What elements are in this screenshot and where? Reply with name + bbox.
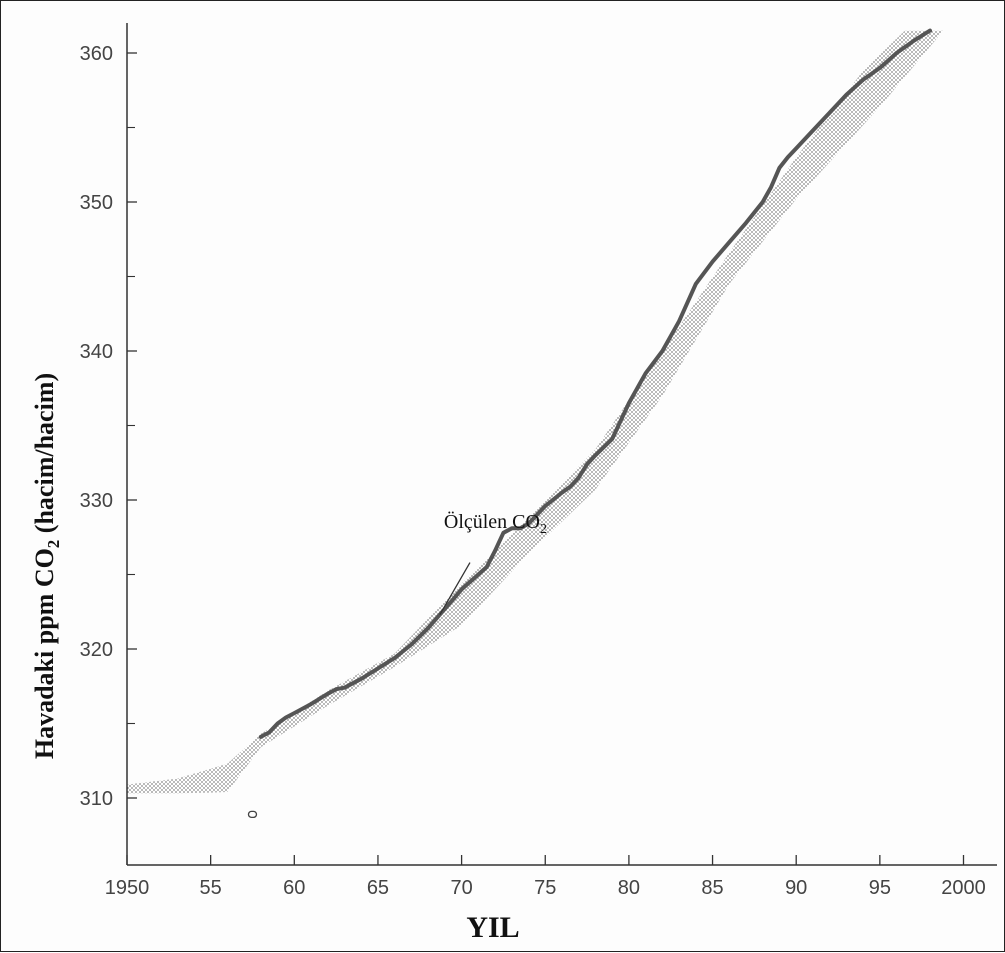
y-axis-title: Havadaki ppm CO2 (hacim/hacim) — [30, 373, 63, 759]
x-tick-label: 1950 — [105, 877, 150, 899]
x-tick-label: 85 — [701, 877, 723, 899]
x-tick-label: 65 — [367, 877, 389, 899]
y-tick-label: 320 — [80, 639, 113, 661]
x-axis-ticks: 1950 55 60 65 70 75 80 85 90 95 2000 — [105, 855, 986, 899]
y-axis-ticks: 310 320 330 340 350 360 — [80, 43, 137, 810]
y-tick-label: 360 — [80, 43, 113, 65]
y-tick-label: 350 — [80, 192, 113, 214]
y-tick-label: 340 — [80, 341, 113, 363]
x-tick-label: 75 — [534, 877, 556, 899]
annotation-label: Ölçülen CO2 — [444, 510, 547, 537]
x-axis-title: YIL — [466, 911, 519, 944]
y-tick-label: 310 — [80, 788, 113, 810]
x-tick-label: 60 — [283, 877, 305, 899]
annotation-arrow — [439, 562, 471, 616]
y-tick-label: 330 — [80, 490, 113, 512]
x-tick-label: 95 — [869, 877, 891, 899]
x-tick-label: 2000 — [941, 877, 986, 899]
x-tick-label: 55 — [200, 877, 222, 899]
x-tick-label: 70 — [450, 877, 472, 899]
x-tick-label: 90 — [785, 877, 807, 899]
series-line-measured-co2 — [258, 28, 932, 739]
x-tick-label: 80 — [618, 877, 640, 899]
uncertainty-band — [127, 30, 944, 794]
small-marker — [247, 810, 258, 819]
